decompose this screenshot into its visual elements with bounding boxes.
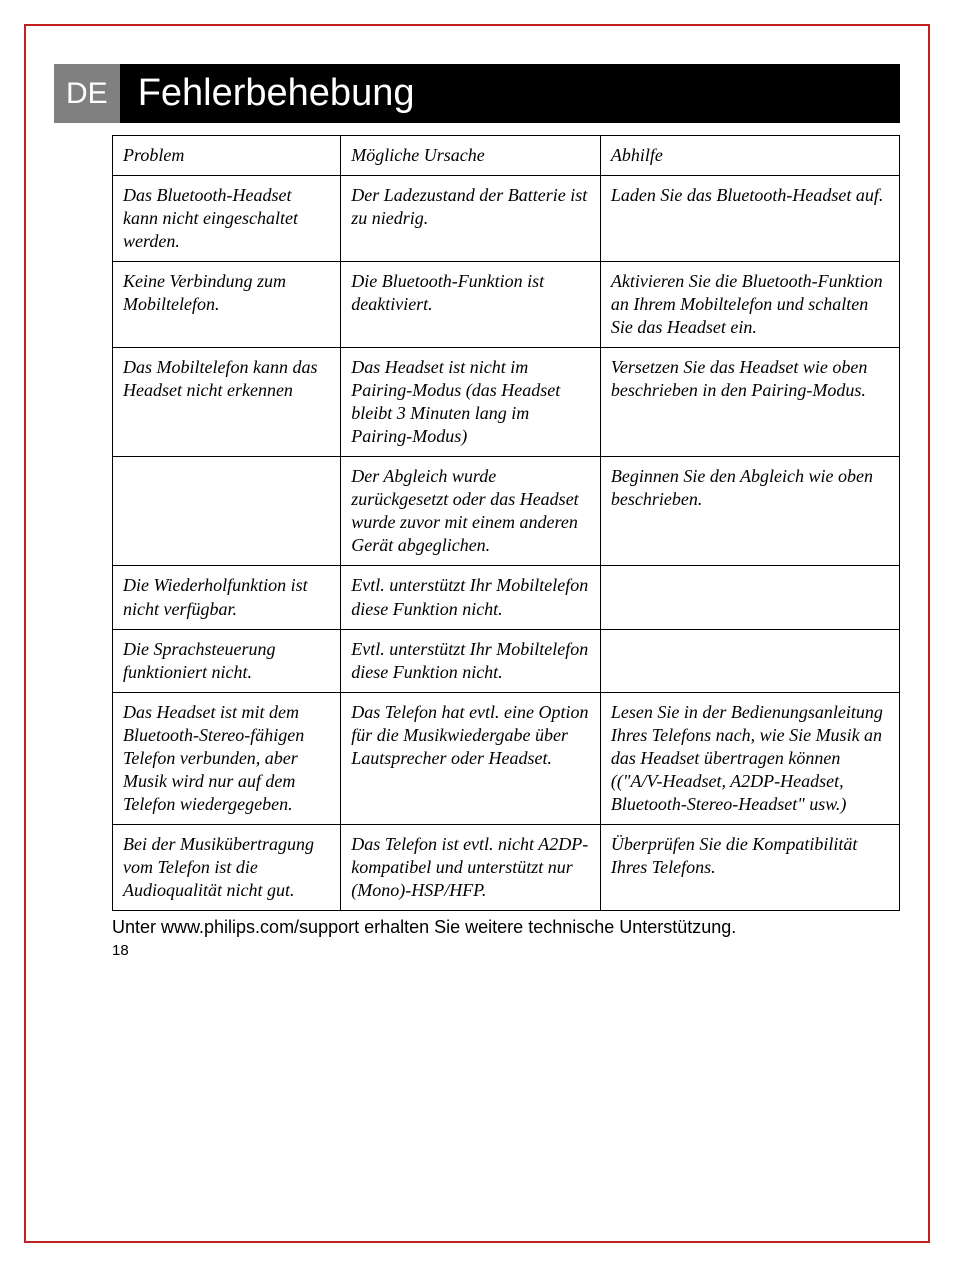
cell-cause: Der Abgleich wurde zurückgesetzt oder da… [341,457,601,566]
page-content: DE Fehlerbehebung Problem Mögliche Ursac… [26,26,928,979]
cell-problem: Die Wiederholfunktion ist nicht verfügba… [113,566,341,629]
table-row: Die Wiederholfunktion ist nicht verfügba… [113,566,900,629]
footer-note: Unter www.philips.com/support erhalten S… [112,917,900,938]
cell-remedy: Aktivieren Sie die Bluetooth-Funktion an… [600,262,899,348]
cell-remedy [600,629,899,692]
header-row: DE Fehlerbehebung [54,64,900,123]
cell-cause: Evtl. unterstützt Ihr Mobiltelefon diese… [341,566,601,629]
cell-cause: Evtl. unterstützt Ihr Mobiltelefon diese… [341,629,601,692]
troubleshooting-table: Problem Mögliche Ursache Abhilfe Das Blu… [112,135,900,911]
cell-cause: Die Bluetooth-Funktion ist deaktiviert. [341,262,601,348]
table-body: Das Bluetooth-Headset kann nicht eingesc… [113,176,900,911]
cell-problem: Bei der Musikübertragung vom Telefon ist… [113,824,341,910]
table-row: Bei der Musikübertragung vom Telefon ist… [113,824,900,910]
cell-cause: Der Ladezustand der Batterie ist zu nied… [341,176,601,262]
cell-remedy: Laden Sie das Bluetooth-Headset auf. [600,176,899,262]
language-badge: DE [54,64,120,123]
table-row: Die Sprachsteuerung funktioniert nicht. … [113,629,900,692]
cell-problem [113,457,341,566]
page-title: Fehlerbehebung [120,64,900,123]
table-row: Keine Verbindung zum Mobiltelefon. Die B… [113,262,900,348]
cell-remedy: Lesen Sie in der Bedienungsanleitung Ihr… [600,692,899,824]
table-row: Der Abgleich wurde zurückgesetzt oder da… [113,457,900,566]
table-container: Problem Mögliche Ursache Abhilfe Das Blu… [112,135,900,911]
table-row: Das Headset ist mit dem Bluetooth-Stereo… [113,692,900,824]
page-frame: DE Fehlerbehebung Problem Mögliche Ursac… [24,24,930,1243]
cell-remedy: Beginnen Sie den Abgleich wie oben besch… [600,457,899,566]
cell-problem: Die Sprachsteuerung funktioniert nicht. [113,629,341,692]
page-number: 18 [112,942,900,959]
cell-remedy: Versetzen Sie das Headset wie oben besch… [600,348,899,457]
table-row: Das Bluetooth-Headset kann nicht eingesc… [113,176,900,262]
cell-problem: Das Bluetooth-Headset kann nicht eingesc… [113,176,341,262]
cell-problem: Das Mobiltelefon kann das Headset nicht … [113,348,341,457]
cell-problem: Keine Verbindung zum Mobiltelefon. [113,262,341,348]
cell-cause: Das Headset ist nicht im Pairing-Modus (… [341,348,601,457]
table-row: Das Mobiltelefon kann das Headset nicht … [113,348,900,457]
cell-remedy: Überprüfen Sie die Kompatibilität Ihres … [600,824,899,910]
cell-cause: Das Telefon hat evtl. eine Option für di… [341,692,601,824]
cell-remedy [600,566,899,629]
col-header-problem: Problem [113,136,341,176]
cell-problem: Das Headset ist mit dem Bluetooth-Stereo… [113,692,341,824]
col-header-remedy: Abhilfe [600,136,899,176]
col-header-cause: Mögliche Ursache [341,136,601,176]
table-header-row: Problem Mögliche Ursache Abhilfe [113,136,900,176]
cell-cause: Das Telefon ist evtl. nicht A2DP-kompati… [341,824,601,910]
